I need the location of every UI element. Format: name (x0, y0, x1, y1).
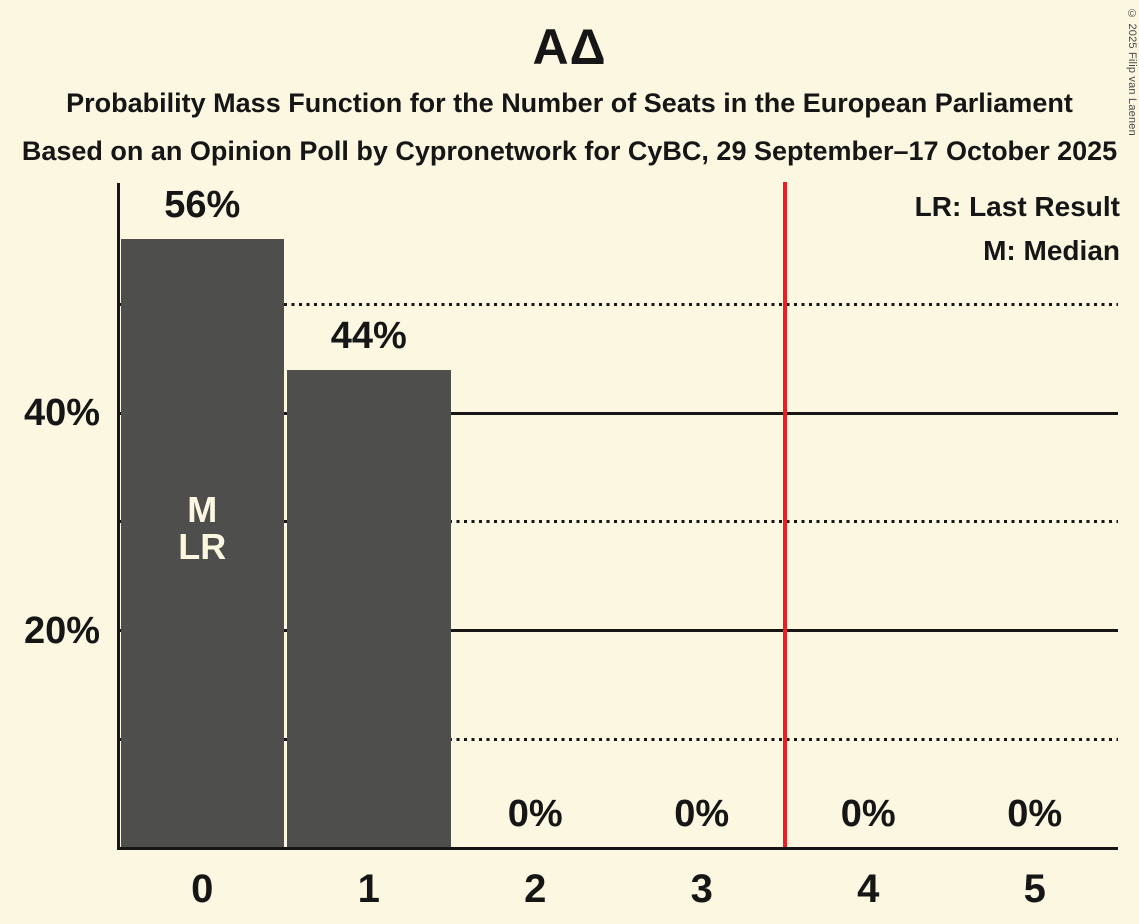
gridline-50pct (119, 302, 1118, 306)
bar-value-label-3: 0% (674, 793, 730, 835)
bar-value-label-1: 44% (330, 314, 407, 357)
x-axis-label-2: 2 (524, 867, 547, 911)
gridline-40pct (119, 411, 1118, 415)
x-axis-label-3: 3 (690, 867, 713, 911)
x-axis-label-0: 0 (191, 867, 214, 911)
bar-0 (120, 239, 284, 847)
legend: LR: Last Result M: Median (915, 185, 1120, 273)
x-axis-label-5: 5 (1023, 867, 1046, 911)
bar-value-label-0: 56% (164, 184, 241, 226)
bar-value-label-5: 0% (1007, 793, 1063, 835)
x-axis-line (117, 847, 1118, 850)
y-axis-line (117, 183, 120, 850)
x-axis-label-1: 1 (357, 867, 380, 911)
median-last-result-annotation: M LR (178, 489, 227, 567)
bar-value-label-4: 0% (840, 793, 896, 835)
y-axis-label-20pct: 20% (23, 609, 100, 652)
chart-source-line: Based on an Opinion Poll by Cypronetwork… (21, 136, 1118, 166)
bar-1 (287, 369, 451, 847)
red-marker-line (783, 182, 787, 847)
x-axis-label-4: 4 (857, 867, 880, 911)
chart-subtitle: Probability Mass Function for the Number… (66, 88, 1073, 118)
gridline-30pct (119, 520, 1118, 524)
bar-value-label-2: 0% (507, 793, 563, 835)
legend-item-median: M: Median (983, 235, 1120, 266)
copyright-note: © 2025 Filip van Laenen (1126, 8, 1138, 136)
gridline-20pct (119, 629, 1118, 632)
chart-title: ΑΔ (532, 19, 607, 75)
y-axis-label-40pct: 40% (23, 392, 100, 434)
legend-item-last-result: LR: Last Result (914, 191, 1120, 222)
gridline-10pct (119, 737, 1118, 741)
